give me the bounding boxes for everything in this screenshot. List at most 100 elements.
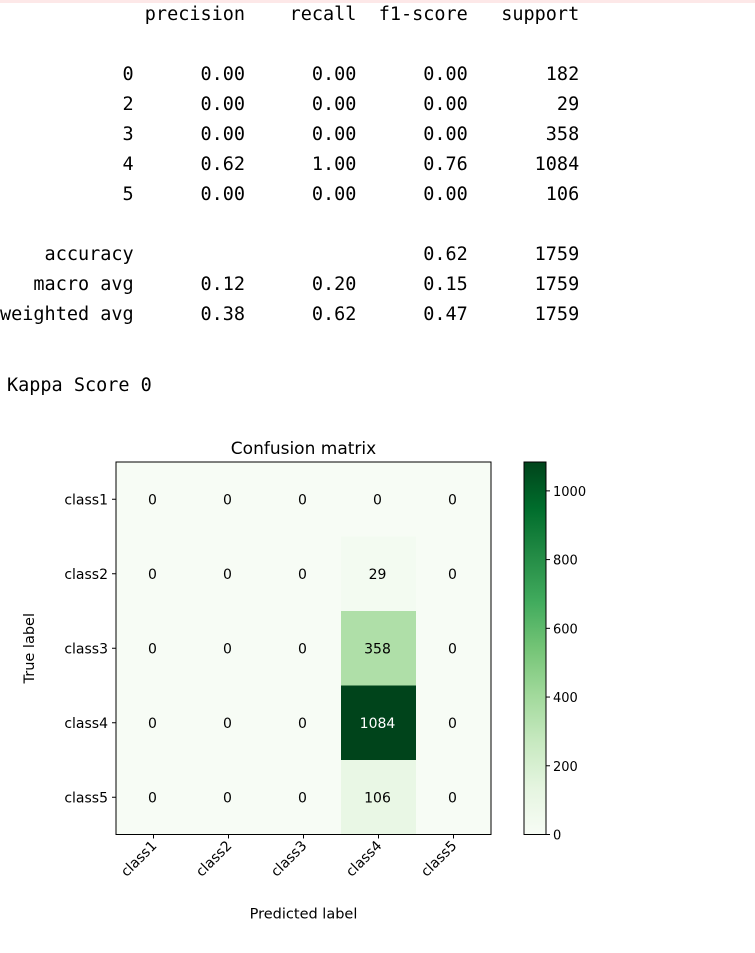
report-cell-precision: 0.12 xyxy=(133,274,246,295)
heatmap-cell xyxy=(266,685,341,760)
report-cell-f1: 0.00 xyxy=(356,94,468,115)
heatmap-cell xyxy=(116,536,191,611)
report-cell-f1: 0.00 xyxy=(356,184,468,205)
cell-value-label: 0 xyxy=(298,790,307,806)
y-tick-label: class5 xyxy=(64,790,108,806)
heatmap-cell xyxy=(416,536,491,611)
cell-value-label: 358 xyxy=(364,641,391,657)
heatmap-cell xyxy=(341,536,416,611)
confusion-matrix-svg: Confusion matrix 0 0 0 0 0 0 0 0 29 0 0 0 0 358 0 0 0 0 108… xyxy=(22,439,586,923)
cell-value-label: 0 xyxy=(148,567,157,583)
heatmap-cell xyxy=(266,760,341,835)
cell-value-label: 0 xyxy=(448,641,457,657)
colorbar-tick-label: 400 xyxy=(553,691,578,706)
heatmap-cell xyxy=(416,760,491,835)
report-row-label: 5 xyxy=(0,184,134,205)
x-tick-label: class4 xyxy=(343,838,385,880)
report-cell-f1: 0.76 xyxy=(356,154,468,175)
colorbar-tick-label: 200 xyxy=(553,760,578,775)
heatmap-cell xyxy=(116,760,191,835)
report-cell-precision: 0.00 xyxy=(133,124,246,145)
cell-value-label: 0 xyxy=(148,790,157,806)
heatmap-cell xyxy=(266,462,341,537)
report-cell-recall: 1.00 xyxy=(245,154,357,175)
heatmap-cell xyxy=(191,536,266,611)
report-cell-support: 1759 xyxy=(467,244,580,265)
report-row-label: 4 xyxy=(0,154,134,175)
kappa-score-text: Kappa Score 0 xyxy=(7,375,152,396)
report-cell-precision: 0.38 xyxy=(133,304,246,325)
colorbar-tick-label: 0 xyxy=(553,829,561,844)
heatmap-cell xyxy=(191,760,266,835)
report-cell-recall xyxy=(245,244,356,265)
report-cell-precision: 0.00 xyxy=(133,184,246,205)
report-cell-precision: 0.00 xyxy=(133,94,246,115)
report-cell-recall: 0.00 xyxy=(245,94,357,115)
chart-title: Confusion matrix xyxy=(231,439,376,459)
report-row-label: 2 xyxy=(0,94,134,115)
report-cell-f1: 0.47 xyxy=(356,304,468,325)
report-cell-recall: 0.20 xyxy=(245,274,357,295)
x-axis-label: Predicted label xyxy=(250,907,358,923)
x-tick-label: class2 xyxy=(193,838,235,880)
cell-value-label: 0 xyxy=(223,790,232,806)
report-cell-recall: 0.00 xyxy=(245,64,357,85)
y-axis-label: True label xyxy=(22,613,38,684)
report-cell-precision: 0.00 xyxy=(133,64,246,85)
report-cell-support: 1759 xyxy=(467,304,580,325)
cell-value-label: 0 xyxy=(223,567,232,583)
heatmap-cell xyxy=(116,462,191,537)
cell-value-label: 0 xyxy=(298,567,307,583)
x-tick-label: class3 xyxy=(268,838,310,880)
report-cell-precision xyxy=(134,244,245,265)
report-cell-recall: 0.62 xyxy=(245,304,357,325)
report-header: precision xyxy=(133,4,246,25)
report-cell-precision: 0.62 xyxy=(133,154,246,175)
cell-value-label: 0 xyxy=(298,641,307,657)
cell-value-label: 0 xyxy=(148,641,157,657)
x-tick-label: class1 xyxy=(118,838,160,880)
colorbar-tick-label: 600 xyxy=(553,622,578,637)
y-tick-label: class2 xyxy=(64,567,108,583)
heatmap-cell xyxy=(116,611,191,686)
cell-value-label: 106 xyxy=(364,790,391,806)
report-header: f1-score xyxy=(356,4,468,25)
report-summary-label: accuracy xyxy=(0,244,134,265)
heatmap-cell xyxy=(266,611,341,686)
report-header: recall xyxy=(245,4,357,25)
report-cell-support: 358 xyxy=(467,124,580,145)
cell-value-label: 0 xyxy=(148,492,157,508)
heatmap-cell xyxy=(191,685,266,760)
heatmap-cell xyxy=(116,685,191,760)
cell-value-label: 0 xyxy=(223,641,232,657)
cell-value-label: 0 xyxy=(448,492,457,508)
report-cell-f1: 0.15 xyxy=(356,274,468,295)
colorbar xyxy=(523,461,547,835)
report-cell-support: 106 xyxy=(467,184,580,205)
output-top-strip xyxy=(0,0,755,3)
heatmap-cell xyxy=(341,611,416,686)
heatmap-cell xyxy=(341,760,416,835)
classification-report: precision recall f1-score support 0 0.00… xyxy=(0,0,579,330)
cell-value-label: 0 xyxy=(298,716,307,732)
heatmap-cell xyxy=(266,536,341,611)
report-row-label: 3 xyxy=(0,124,134,145)
cell-value-label: 0 xyxy=(448,790,457,806)
report-summary-label: weighted avg xyxy=(0,304,134,325)
report-row-label: 0 xyxy=(0,64,134,85)
colorbar-tick-label: 800 xyxy=(553,554,578,569)
y-tick-label: class3 xyxy=(64,641,108,657)
heatmap-cell xyxy=(191,611,266,686)
cell-value-label: 0 xyxy=(148,716,157,732)
colorbar-tick-label: 1000 xyxy=(553,485,586,500)
report-cell-recall: 0.00 xyxy=(245,184,357,205)
heatmap-cell xyxy=(341,462,416,537)
report-cell-support: 1759 xyxy=(467,274,580,295)
cell-value-label: 0 xyxy=(223,716,232,732)
heatmap-cell xyxy=(416,611,491,686)
report-cell-support: 1084 xyxy=(467,154,580,175)
y-tick-label: class4 xyxy=(64,716,108,732)
report-summary-label: macro avg xyxy=(0,274,134,295)
cell-value-label: 0 xyxy=(448,716,457,732)
report-cell-support: 182 xyxy=(467,64,580,85)
